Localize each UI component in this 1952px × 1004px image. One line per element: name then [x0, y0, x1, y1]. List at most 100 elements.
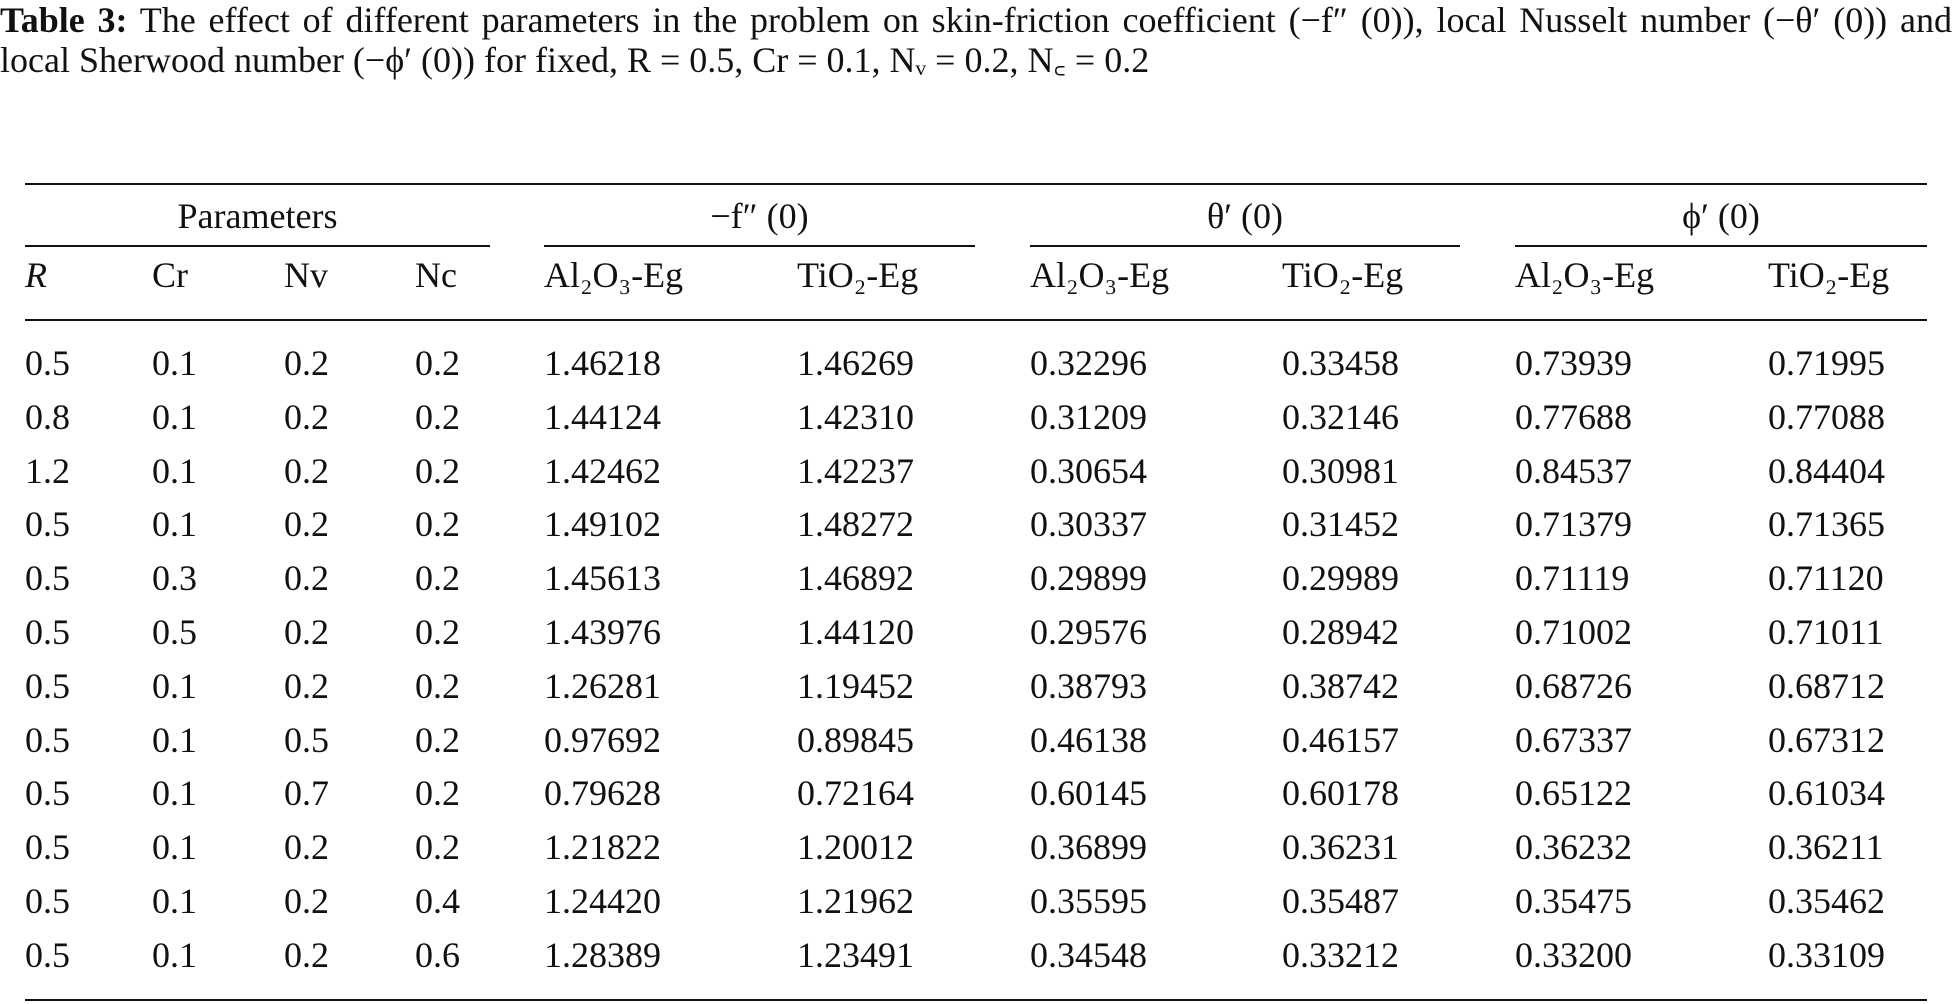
table-cell: 0.35475	[1515, 881, 1632, 921]
caption-text: The effect of different parameters in th…	[0, 0, 1952, 80]
table-cell: 0.31209	[1030, 396, 1147, 437]
table-cell: 0.5	[25, 881, 70, 921]
table-cell: 0.1	[152, 827, 197, 868]
table-cell: 0.2	[415, 827, 460, 868]
table-cell: 0.79628	[544, 773, 661, 814]
table-cell: 0.2	[284, 934, 329, 975]
table-cell: 0.2	[284, 504, 329, 545]
table-cell: 0.30981	[1282, 450, 1399, 491]
table-cell: 1.46892	[797, 558, 914, 599]
table-cell: 0.29899	[1030, 558, 1147, 599]
table-cell: 1.44120	[797, 612, 914, 652]
table-cell: 1.43976	[544, 612, 661, 652]
table-cell: 0.73939	[1515, 343, 1632, 383]
table-cell: 0.1	[152, 396, 197, 437]
table-cell: 1.42462	[544, 450, 661, 491]
table-cell: 0.71119	[1515, 558, 1630, 599]
table-cell: 0.97692	[544, 719, 661, 760]
table-cell: 1.2	[25, 450, 70, 491]
table-cell: 1.46269	[797, 343, 914, 383]
table-cell: 0.71995	[1768, 343, 1885, 383]
table-cell: 0.5	[25, 773, 70, 814]
table-cell: 0.1	[152, 450, 197, 491]
table-cell: 0.46138	[1030, 719, 1147, 760]
table-cell: 0.2	[415, 396, 460, 437]
table-cell: 0.89845	[797, 719, 914, 760]
table-cell: 0.1	[152, 881, 197, 921]
table-cell: 0.84404	[1768, 450, 1885, 491]
table-cell: 1.26281	[544, 665, 661, 706]
column-header: Al₂O₃-Eg	[1030, 255, 1170, 295]
table-cell: 0.68726	[1515, 665, 1632, 706]
table-cell: 1.21822	[544, 827, 661, 868]
top-rule	[25, 183, 1927, 185]
table-cell: 0.71365	[1768, 504, 1885, 545]
table-cell: 1.46218	[544, 343, 661, 383]
table-cell: 1.24420	[544, 881, 661, 921]
column-header: TiO₂-Eg	[1282, 255, 1404, 295]
table-cell: 0.4	[415, 881, 460, 921]
table-cell: 0.67337	[1515, 719, 1632, 760]
table-cell: 0.34548	[1030, 934, 1147, 975]
table-cell: 0.33200	[1515, 934, 1632, 975]
table-cell: 0.1	[152, 719, 197, 760]
column-header: Al₂O₃-Eg	[1515, 255, 1655, 295]
table-cell: 0.46157	[1282, 719, 1399, 760]
table-cell: 0.2	[415, 558, 460, 599]
table-cell: 0.71379	[1515, 504, 1632, 545]
column-header: Cr	[152, 255, 188, 295]
column-header: R	[25, 255, 47, 295]
table-cell: 0.2	[284, 881, 329, 921]
table-cell: 0.2	[415, 665, 460, 706]
table-cell: 0.30654	[1030, 450, 1147, 491]
table-cell: 0.36232	[1515, 827, 1632, 868]
column-header: Nv	[284, 255, 328, 295]
table-cell: 1.49102	[544, 504, 661, 545]
table-cell: 0.2	[415, 450, 460, 491]
table-cell: 0.77688	[1515, 396, 1632, 437]
table-cell: 1.42310	[797, 396, 914, 437]
table-cell: 1.48272	[797, 504, 914, 545]
table-cell: 0.29576	[1030, 612, 1147, 652]
table-cell: 1.44124	[544, 396, 661, 437]
group-header: −f″ (0)	[710, 196, 809, 236]
table-cell: 0.60145	[1030, 773, 1147, 814]
table-cell: 0.2	[415, 343, 460, 383]
table-cell: 0.5	[152, 612, 197, 652]
table-cell: 0.5	[25, 827, 70, 868]
table-caption: Table 3: The effect of different paramet…	[0, 0, 1952, 80]
table-cell: 0.33458	[1282, 343, 1399, 383]
table-cell: 0.2	[284, 558, 329, 599]
table-cell: 0.5	[25, 719, 70, 760]
table-cell: 0.33212	[1282, 934, 1399, 975]
table-cell: 0.1	[152, 504, 197, 545]
table-cell: 1.45613	[544, 558, 661, 599]
table-cell: 0.5	[25, 934, 70, 975]
table-cell: 0.6	[415, 934, 460, 975]
table-cell: 0.72164	[797, 773, 914, 814]
table-cell: 0.3	[152, 558, 197, 599]
table-cell: 1.21962	[797, 881, 914, 921]
table-cell: 0.28942	[1282, 612, 1399, 652]
table-cell: 0.77088	[1768, 396, 1885, 437]
table-cell: 0.35487	[1282, 881, 1399, 921]
table-cell: 0.5	[25, 343, 70, 383]
table-cell: 1.20012	[797, 827, 914, 868]
table-cell: 0.2	[415, 773, 460, 814]
table-cell: 0.31452	[1282, 504, 1399, 545]
table-cell: 1.28389	[544, 934, 661, 975]
table-cell: 0.5	[284, 719, 329, 760]
header-rule	[25, 319, 1927, 321]
table-cell: 0.65122	[1515, 773, 1632, 814]
table-cell: 0.1	[152, 665, 197, 706]
table-cell: 0.8	[25, 396, 70, 437]
table-cell: 0.30337	[1030, 504, 1147, 545]
table-cell: 0.5	[25, 665, 70, 706]
caption-label: Table 3:	[0, 0, 128, 40]
table-cell: 0.36231	[1282, 827, 1399, 868]
group-header: Parameters	[177, 196, 338, 236]
table-cell: 0.60178	[1282, 773, 1399, 814]
table-cell: 0.7	[284, 773, 329, 814]
group-rule	[544, 245, 975, 247]
group-rule	[25, 245, 490, 247]
